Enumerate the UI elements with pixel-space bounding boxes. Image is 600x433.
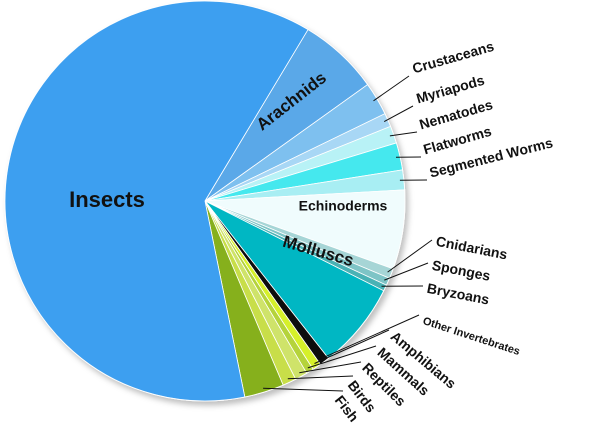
slice-label-other-invertebrates: Other Invertebrates xyxy=(421,315,521,358)
leader-line-fish xyxy=(263,388,343,391)
slice-label-insects: Insects xyxy=(69,187,145,212)
slice-label-echinoderms: Echinoderms xyxy=(299,198,388,214)
leader-line-nematodes xyxy=(390,132,417,136)
slice-label-bryzoans: Bryzoans xyxy=(426,280,491,308)
leader-line-myriapods xyxy=(384,106,413,122)
slice-label-cnidarians: Cnidarians xyxy=(435,233,509,263)
leader-line-crustaceans xyxy=(374,76,410,101)
slice-label-sponges: Sponges xyxy=(431,257,492,284)
slice-label-crustaceans: Crustaceans xyxy=(410,38,495,77)
